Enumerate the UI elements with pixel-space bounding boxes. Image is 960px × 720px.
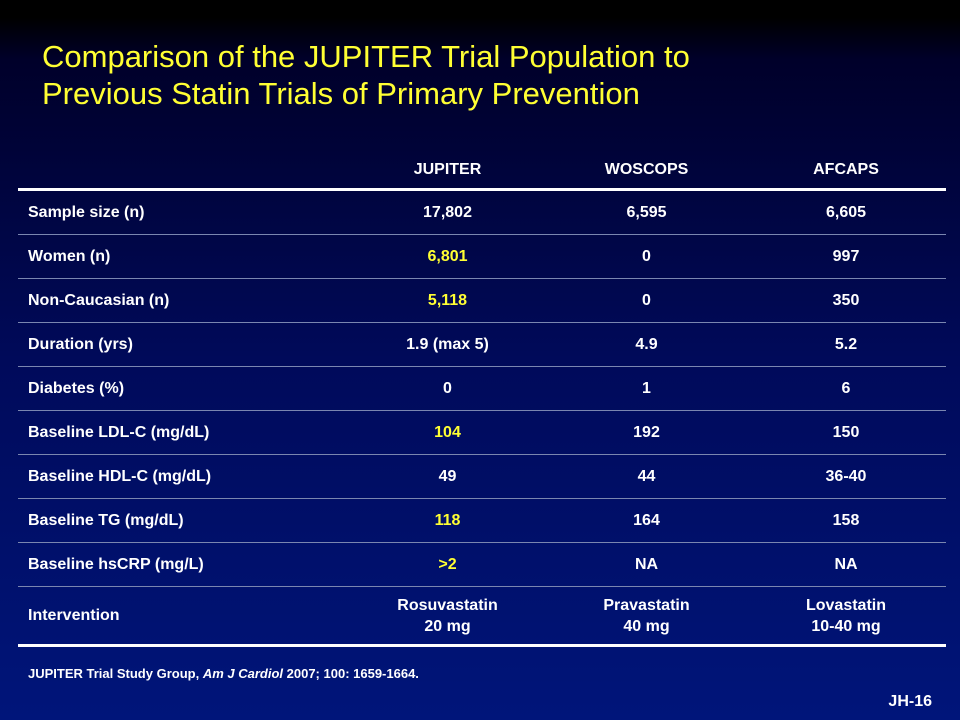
- table-row: Baseline hsCRP (mg/L) >2 NA NA: [18, 542, 946, 587]
- table-header-row: JUPITER WOSCOPS AFCAPS: [18, 152, 946, 191]
- row-label: Non-Caucasian (n): [18, 278, 348, 323]
- cell-woscops: 0: [547, 234, 746, 279]
- table-row: Non-Caucasian (n) 5,118 0 350: [18, 278, 946, 323]
- cell-afcaps: 36-40: [746, 454, 946, 499]
- cell-woscops: 4.9: [547, 322, 746, 367]
- cell-woscops: 192: [547, 410, 746, 455]
- table-row: Baseline HDL-C (mg/dL) 49 44 36-40: [18, 454, 946, 499]
- row-label: Baseline LDL-C (mg/dL): [18, 410, 348, 455]
- cell-woscops: 0: [547, 278, 746, 323]
- cell-afcaps: 158: [746, 498, 946, 543]
- footnote: JUPITER Trial Study Group, Am J Cardiol …: [28, 666, 419, 681]
- footnote-citation: 2007; 100: 1659-1664.: [286, 666, 419, 681]
- table-row-intervention: Intervention Rosuvastatin 20 mg Pravastatin…: [18, 586, 946, 647]
- cell-woscops: 164: [547, 498, 746, 543]
- cell-jupiter: 49: [348, 454, 547, 499]
- cell-jupiter: 104: [348, 410, 547, 455]
- cell-afcaps: 350: [746, 278, 946, 323]
- cell-jupiter: >2: [348, 542, 547, 587]
- cell-jupiter: 17,802: [348, 189, 547, 235]
- cell-jupiter-line: 20 mg: [424, 617, 471, 635]
- cell-woscops: 1: [547, 366, 746, 411]
- cell-jupiter: 0: [348, 366, 547, 411]
- row-label: Diabetes (%): [18, 366, 348, 411]
- row-label: Baseline TG (mg/dL): [18, 498, 348, 543]
- table-row: Women (n) 6,801 0 997: [18, 234, 946, 279]
- cell-woscops: 44: [547, 454, 746, 499]
- row-label: Duration (yrs): [18, 322, 348, 367]
- cell-woscops-line: 40 mg: [623, 617, 670, 635]
- header-empty: [18, 152, 348, 191]
- cell-afcaps: 997: [746, 234, 946, 279]
- table-row: Baseline LDL-C (mg/dL) 104 192 150: [18, 410, 946, 455]
- footnote-authors: JUPITER Trial Study Group,: [28, 666, 200, 681]
- slide-title-line-2: Previous Statin Trials of Primary Preven…: [42, 76, 640, 111]
- cell-jupiter-line: Rosuvastatin: [397, 596, 498, 614]
- cell-jupiter: 5,118: [348, 278, 547, 323]
- table-row: Baseline TG (mg/dL) 118 164 158: [18, 498, 946, 543]
- cell-woscops: NA: [547, 542, 746, 587]
- table-row: Duration (yrs) 1.9 (max 5) 4.9 5.2: [18, 322, 946, 367]
- row-label: Baseline hsCRP (mg/L): [18, 542, 348, 587]
- row-label: Baseline HDL-C (mg/dL): [18, 454, 348, 499]
- cell-woscops: 6,595: [547, 189, 746, 235]
- row-label: Intervention: [18, 586, 348, 647]
- row-label: Women (n): [18, 234, 348, 279]
- top-bar: [0, 0, 960, 18]
- cell-afcaps: 150: [746, 410, 946, 455]
- cell-jupiter: 1.9 (max 5): [348, 322, 547, 367]
- cell-woscops: Pravastatin 40 mg: [547, 586, 746, 647]
- header-jupiter: JUPITER: [348, 152, 547, 191]
- slide-code: JH-16: [888, 693, 932, 710]
- row-label: Sample size (n): [18, 189, 348, 235]
- slide-title-line-1: Comparison of the JUPITER Trial Populati…: [42, 39, 690, 74]
- cell-jupiter: 118: [348, 498, 547, 543]
- cell-jupiter: Rosuvastatin 20 mg: [348, 586, 547, 647]
- cell-afcaps: NA: [746, 542, 946, 587]
- cell-woscops-line: Pravastatin: [603, 596, 690, 614]
- cell-afcaps: 6: [746, 366, 946, 411]
- table-row: Sample size (n) 17,802 6,595 6,605: [18, 189, 946, 235]
- cell-afcaps: Lovastatin 10-40 mg: [746, 586, 946, 647]
- cell-afcaps-line: 10-40 mg: [811, 617, 881, 635]
- slide-title: Comparison of the JUPITER Trial Populati…: [42, 38, 922, 112]
- header-afcaps: AFCAPS: [746, 152, 946, 191]
- cell-afcaps: 5.2: [746, 322, 946, 367]
- header-woscops: WOSCOPS: [547, 152, 746, 191]
- footnote-journal: Am J Cardiol: [202, 666, 284, 681]
- comparison-table: JUPITER WOSCOPS AFCAPS Sample size (n) 17…: [18, 152, 946, 647]
- table-row: Diabetes (%) 0 1 6: [18, 366, 946, 411]
- cell-afcaps-line: Lovastatin: [805, 596, 886, 614]
- cell-afcaps: 6,605: [746, 189, 946, 235]
- cell-jupiter: 6,801: [348, 234, 547, 279]
